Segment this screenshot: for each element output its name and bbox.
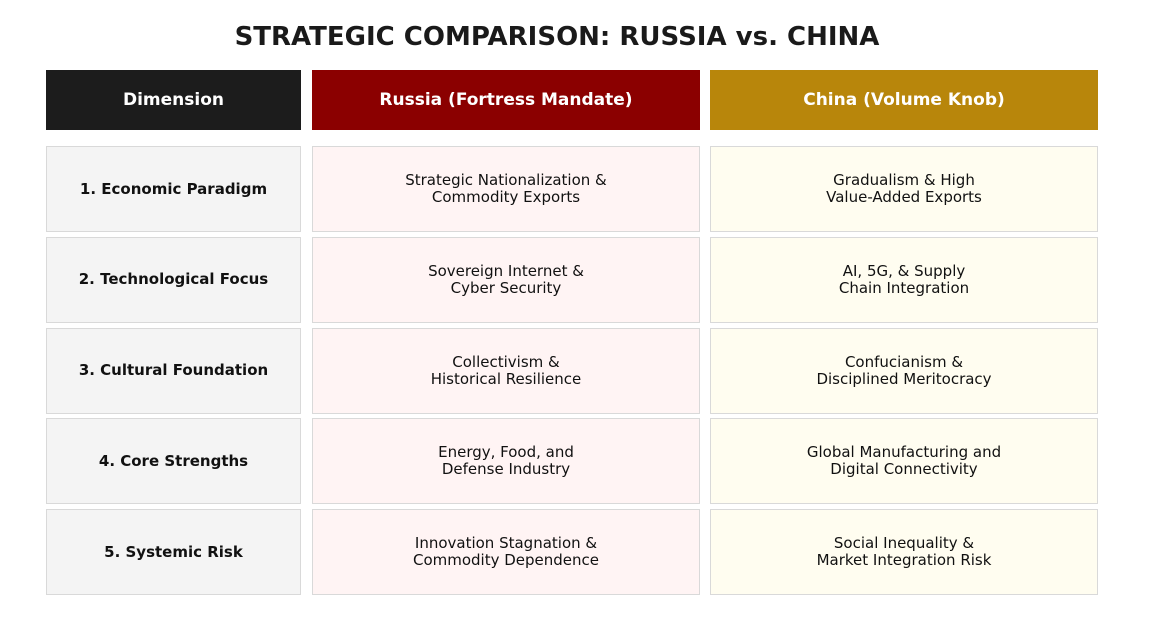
table-cell: AI, 5G, & Supply Chain Integration: [710, 236, 1098, 323]
table-cell: Innovation Stagnation & Commodity Depend…: [312, 509, 700, 595]
table-cell: Gradualism & High Value-Added Exports: [710, 146, 1098, 232]
row-label: 2. Technological Focus: [46, 236, 301, 323]
header-cell: China (Volume Knob): [710, 70, 1098, 130]
row-label: 1. Economic Paradigm: [46, 146, 301, 232]
table-cell: Collectivism & Historical Resilience: [312, 327, 700, 414]
row-label: 5. Systemic Risk: [46, 509, 301, 595]
table-cell: Energy, Food, and Defense Industry: [312, 418, 700, 505]
table-cell: Confucianism & Disciplined Meritocracy: [710, 327, 1098, 414]
header-cell: Dimension: [46, 70, 301, 130]
title: STRATEGIC COMPARISON: RUSSIA vs. CHINA: [234, 22, 880, 52]
table-cell: Strategic Nationalization & Commodity Ex…: [312, 146, 700, 232]
header-cell: Russia (Fortress Mandate): [312, 70, 700, 130]
table-cell: Global Manufacturing and Digital Connect…: [710, 418, 1098, 505]
table-cell: Sovereign Internet & Cyber Security: [312, 236, 700, 323]
row-label: 3. Cultural Foundation: [46, 327, 301, 414]
row-label: 4. Core Strengths: [46, 418, 301, 505]
table-cell: Social Inequality & Market Integration R…: [710, 509, 1098, 595]
